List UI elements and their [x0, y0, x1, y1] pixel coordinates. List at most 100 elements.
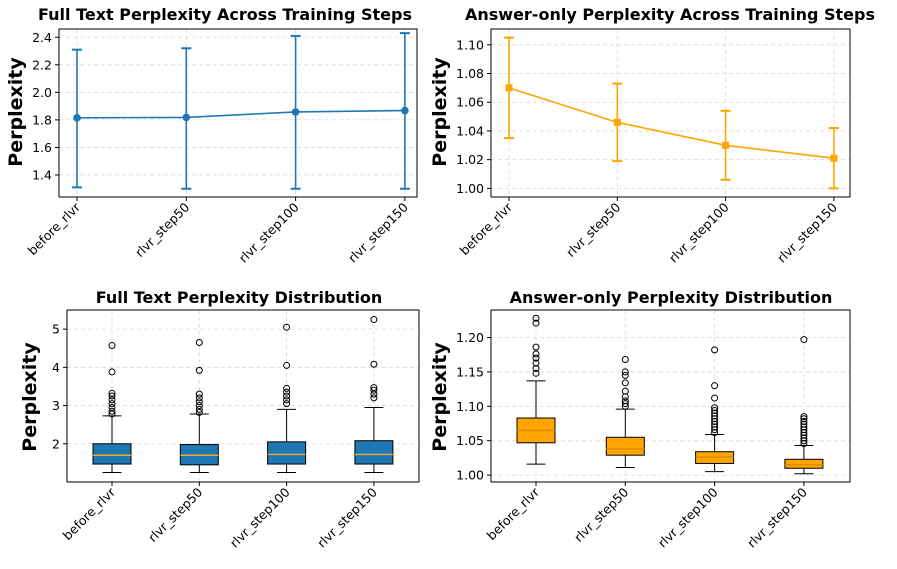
- outlier-point: [283, 392, 291, 400]
- y-tick-label: 4: [52, 360, 60, 375]
- y-tick-label: 1.6: [32, 140, 52, 155]
- outlier-point: [711, 382, 719, 390]
- y-tick-label: 1.05: [456, 433, 484, 448]
- chart-title: Answer-only Perplexity Across Training S…: [465, 5, 875, 24]
- y-tick-label: 5: [52, 322, 60, 337]
- panel-answer-only-box: Answer-only Perplexity Distribution Perp…: [429, 288, 851, 550]
- x-tick-label: rlvr_step150: [314, 484, 380, 550]
- x-tick-label: before_rlvr: [60, 484, 119, 543]
- outlier-point: [108, 407, 116, 415]
- x-tick-label: rlvr_step100: [666, 199, 732, 265]
- y-tick-label: 2.0: [32, 85, 52, 100]
- outlier-point: [532, 343, 540, 351]
- outlier-point: [800, 415, 808, 423]
- outlier-point: [283, 384, 291, 392]
- box-iqr: [605, 436, 645, 456]
- series-line: [76, 109, 405, 119]
- outlier-point: [621, 387, 629, 395]
- plot-area: before_rlvr rlvr_step50 rlvr_step100 rlvr_s…: [456, 29, 850, 265]
- axes-frame: [490, 28, 851, 198]
- outlier-point: [621, 379, 629, 387]
- outlier-point: [711, 346, 719, 354]
- outlier-point: [195, 394, 203, 402]
- axes-frame: [66, 309, 420, 483]
- outlier-point: [108, 368, 116, 376]
- y-axis-label: Perplexity: [429, 342, 451, 452]
- outlier-point: [370, 384, 378, 392]
- outlier-point: [283, 323, 291, 331]
- y-tick-label: 3: [52, 398, 60, 413]
- outlier-point: [370, 386, 378, 394]
- data-point: [291, 108, 300, 116]
- x-tick-label: rlvr_step100: [655, 484, 721, 550]
- outlier-point: [195, 398, 203, 406]
- x-tick-label: rlvr_step150: [774, 199, 840, 265]
- y-tick-label: 1.10: [456, 399, 484, 414]
- x-tick-label: before_rlvr: [25, 199, 84, 258]
- plot-area: before_rlvr rlvr_step50 rlvr_step100 rlvr_s…: [25, 29, 417, 265]
- outlier-point: [532, 319, 540, 327]
- series-line: [508, 87, 834, 160]
- x-tick-label: rlvr_step150: [744, 484, 810, 550]
- outlier-point: [370, 394, 378, 402]
- outlier-point: [621, 356, 629, 364]
- data-point: [505, 84, 513, 92]
- outlier-point: [108, 400, 116, 408]
- x-tick-label: rlvr_step100: [227, 484, 293, 550]
- data-point: [722, 141, 730, 149]
- plot-area: before_rlvr rlvr_step50 rlvr_step100 rlvr_s…: [52, 310, 419, 550]
- y-tick-label: 2.2: [32, 57, 52, 72]
- plot-area: before_rlvr rlvr_step50 rlvr_step100 rlvr_s…: [456, 310, 850, 550]
- outlier-point: [195, 366, 203, 374]
- outlier-point: [108, 403, 116, 411]
- outlier-point: [532, 354, 540, 362]
- chart-title: Full Text Perplexity Distribution: [96, 288, 383, 307]
- outlier-point: [800, 413, 808, 421]
- y-tick-label: 1.10: [456, 37, 484, 52]
- outlier-point: [532, 359, 540, 367]
- data-point: [830, 154, 838, 162]
- axes-frame: [58, 28, 418, 198]
- x-tick-label: rlvr_step50: [132, 199, 192, 259]
- x-tick-label: rlvr_step100: [236, 199, 302, 265]
- y-axis-label: Perplexity: [429, 57, 451, 167]
- data-point: [613, 118, 621, 126]
- y-tick-label: 1.02: [456, 152, 484, 167]
- panel-answer-only-line: Answer-only Perplexity Across Training S…: [429, 5, 875, 265]
- y-axis-label: Perplexity: [19, 342, 41, 452]
- y-tick-label: 1.00: [456, 181, 484, 196]
- box-iqr: [267, 441, 307, 465]
- outlier-point: [195, 405, 203, 413]
- data-point: [182, 113, 191, 122]
- chart-title: Full Text Perplexity Across Training Ste…: [38, 5, 412, 24]
- outlier-point: [370, 316, 378, 324]
- outlier-point: [283, 361, 291, 369]
- x-tick-label: rlvr_step50: [563, 199, 623, 259]
- outlier-point: [108, 389, 116, 397]
- y-tick-label: 2.4: [32, 30, 52, 45]
- x-tick-label: before_rlvr: [484, 484, 543, 543]
- box-iqr: [784, 458, 824, 469]
- y-tick-label: 1.00: [456, 468, 484, 483]
- x-tick-label: rlvr_step50: [571, 484, 631, 544]
- outlier-point: [800, 417, 808, 425]
- outlier-point: [711, 406, 719, 414]
- outlier-point: [800, 336, 808, 344]
- data-point: [73, 114, 81, 122]
- chart-title: Answer-only Perplexity Distribution: [510, 288, 833, 307]
- y-tick-label: 1.08: [456, 66, 484, 81]
- outlier-point: [195, 338, 203, 346]
- y-tick-label: 1.06: [456, 95, 484, 110]
- y-tick-label: 1.04: [456, 123, 484, 138]
- y-tick-label: 1.15: [456, 364, 484, 379]
- x-tick-label: rlvr_step150: [345, 199, 411, 265]
- outlier-point: [621, 368, 629, 376]
- outlier-point: [621, 371, 629, 379]
- outlier-point: [370, 360, 378, 368]
- box-iqr: [354, 440, 394, 465]
- x-tick-label: rlvr_step50: [145, 484, 205, 544]
- outlier-point: [108, 392, 116, 400]
- outlier-point: [195, 402, 203, 410]
- outlier-point: [532, 314, 540, 322]
- outlier-point: [711, 404, 719, 412]
